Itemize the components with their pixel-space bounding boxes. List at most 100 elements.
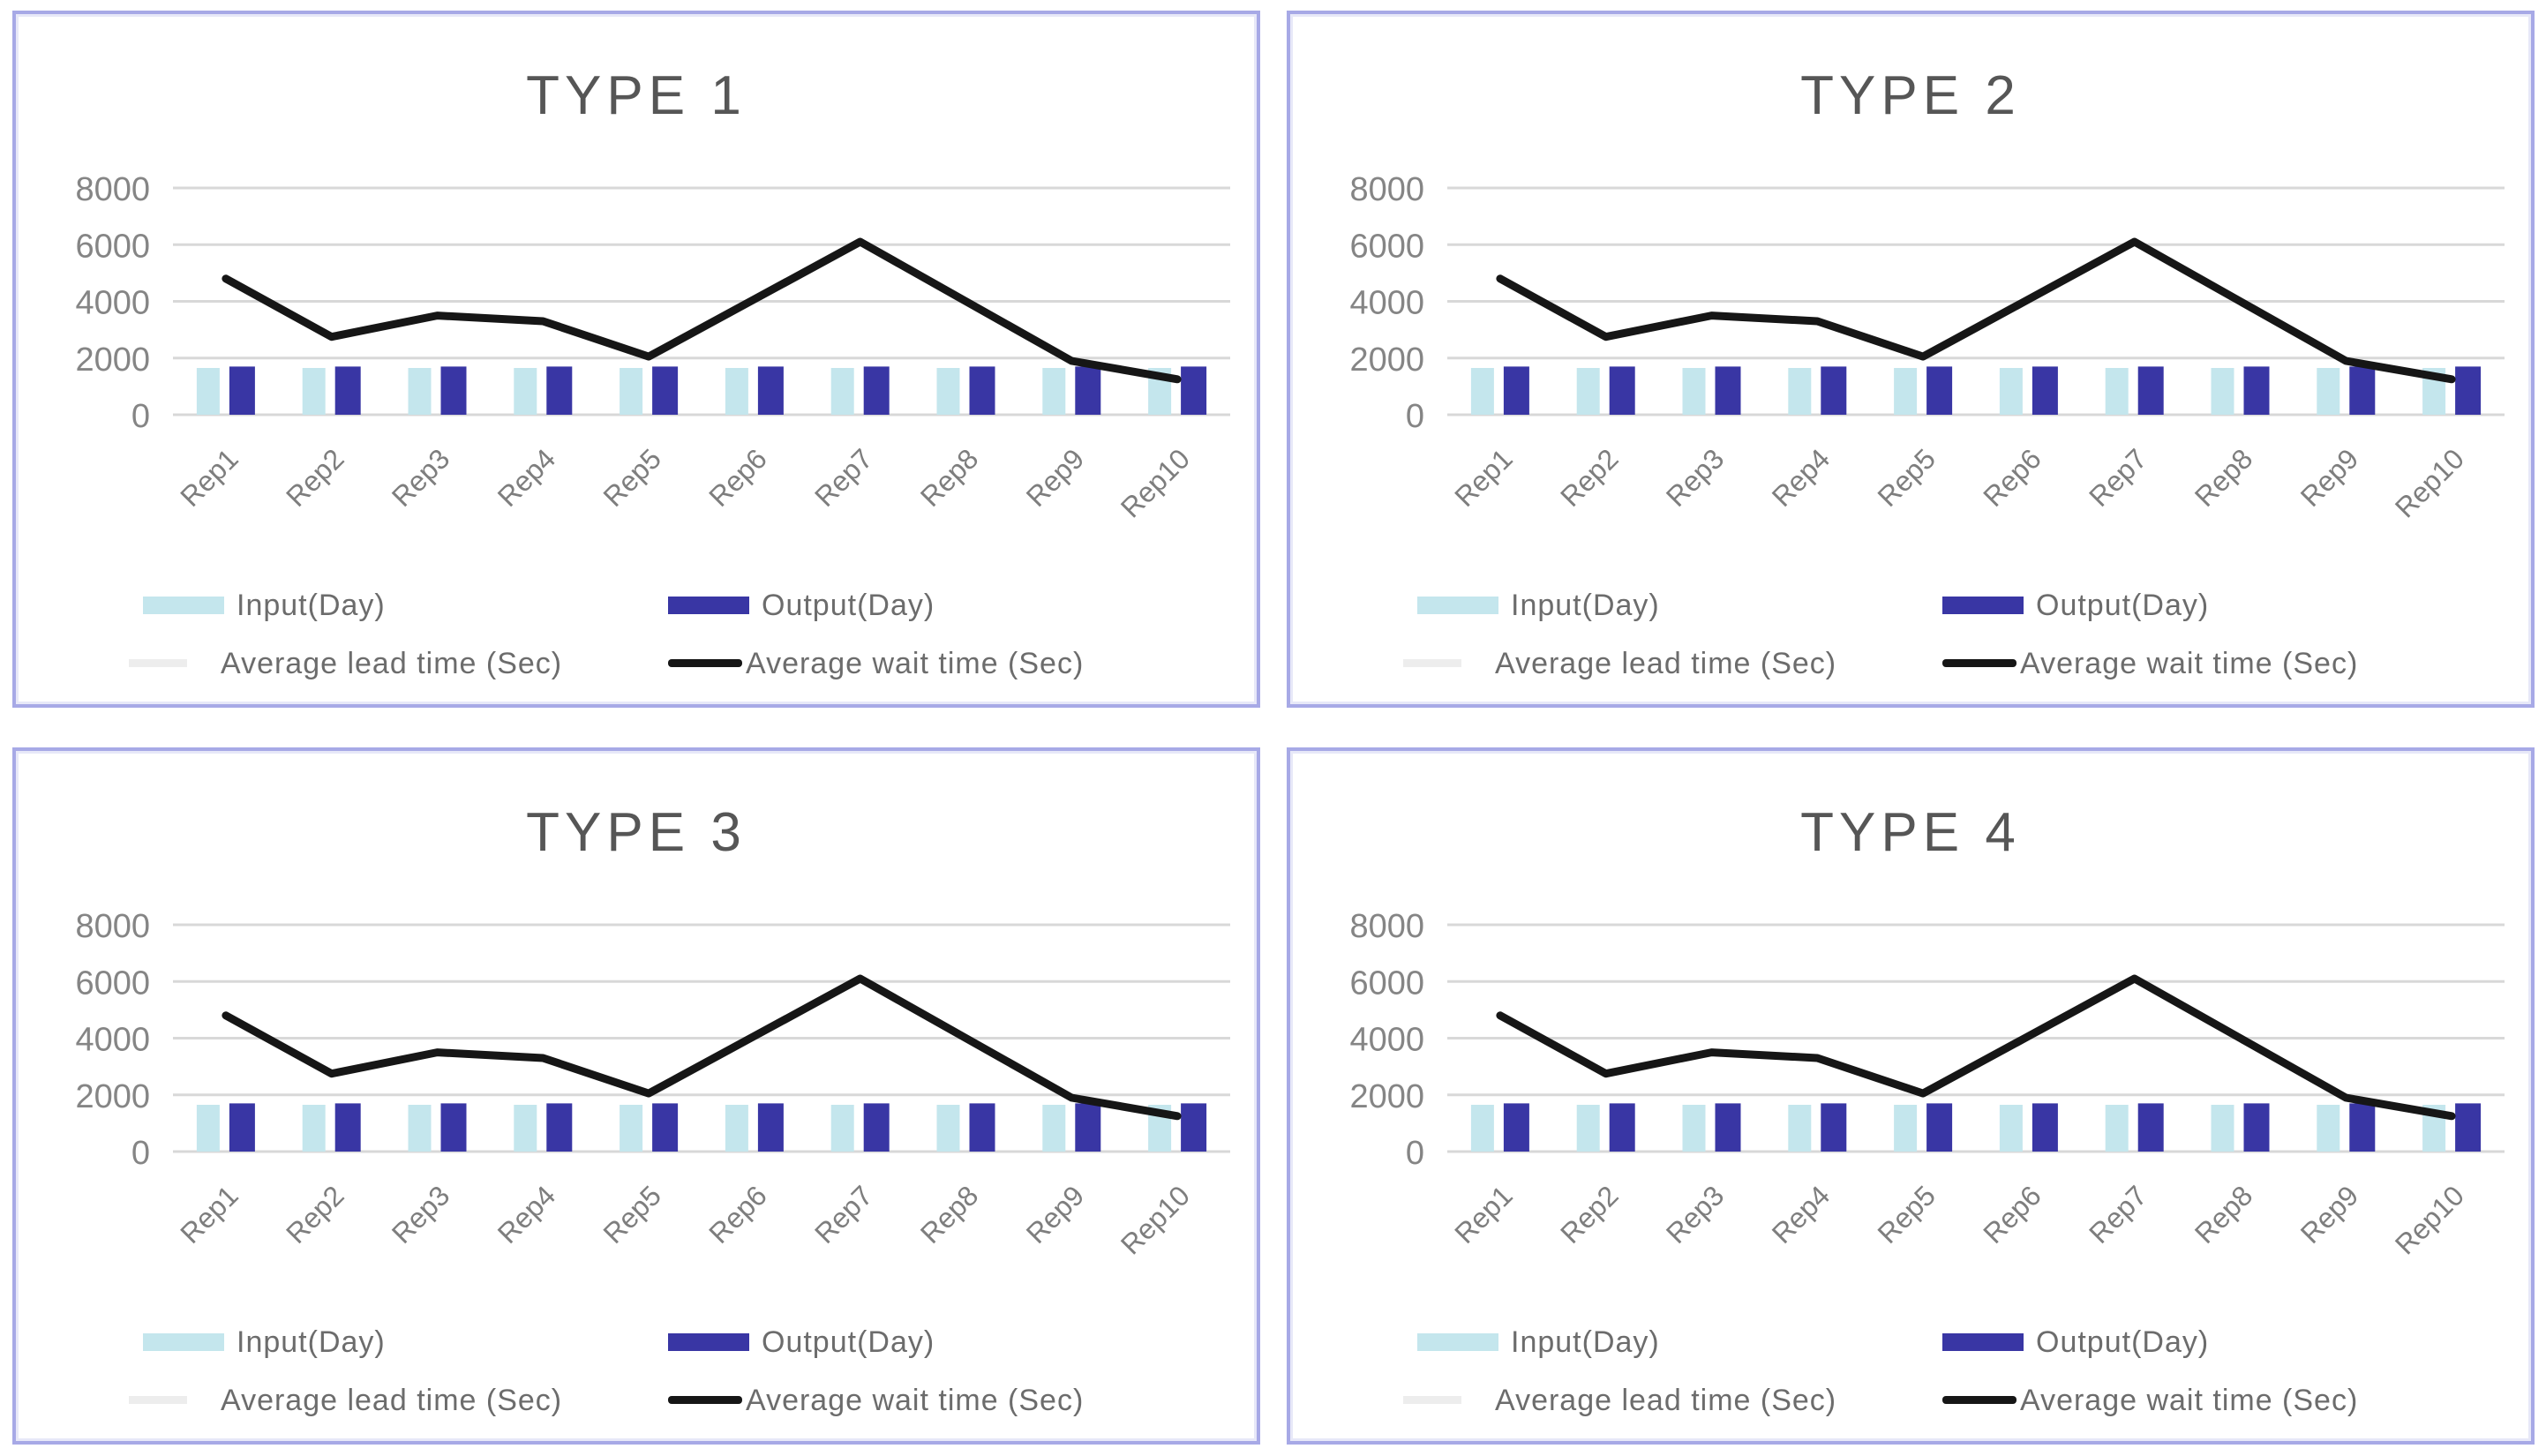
legend-label-input: Input(Day) [1511, 1325, 1660, 1359]
bar-output-Rep1 [229, 1103, 255, 1152]
legend-label-wait-time: Average wait time (Sec) [2020, 647, 2359, 680]
legend-label-wait-time: Average wait time (Sec) [746, 647, 1085, 680]
bar-input-Rep3 [1682, 1104, 1706, 1152]
x-label-Rep10: Rep10 [1115, 442, 1196, 523]
bar-output-Rep6 [757, 366, 784, 415]
y-tick-4000: 4000 [75, 1022, 150, 1059]
legend-swatch-input [143, 597, 224, 614]
bar-output-Rep4 [1821, 366, 1847, 415]
bar-output-Rep5 [1926, 366, 1953, 415]
bar-input-Rep4 [1788, 1104, 1812, 1152]
bar-output-Rep5 [652, 1103, 679, 1152]
legend-swatch-wait-time [668, 659, 742, 667]
bar-input-Rep5 [620, 367, 643, 415]
legend-swatch-input [143, 1333, 224, 1351]
bar-input-Rep9 [1042, 367, 1066, 415]
bar-input-Rep6 [725, 367, 748, 415]
bar-output-Rep3 [440, 366, 467, 415]
bar-output-Rep9 [1075, 1103, 1101, 1152]
legend-swatch-input [1417, 597, 1498, 614]
bar-input-Rep6 [725, 1104, 748, 1152]
bar-output-Rep1 [1503, 1103, 1529, 1152]
bar-input-Rep7 [830, 367, 854, 415]
legend-label-lead-time: Average lead time (Sec) [221, 647, 563, 680]
y-tick-4000: 4000 [1349, 285, 1424, 322]
bar-output-Rep5 [652, 366, 679, 415]
bar-output-Rep4 [1821, 1103, 1847, 1152]
legend-swatch-output [668, 1333, 749, 1351]
bar-output-Rep6 [2032, 366, 2058, 415]
bar-output-Rep10 [1181, 1103, 1207, 1152]
bar-output-Rep7 [863, 366, 890, 415]
bar-input-Rep2 [1576, 1104, 1600, 1152]
x-label-Rep1: Rep1 [174, 1179, 244, 1250]
bar-input-Rep1 [1470, 1104, 1494, 1152]
legend-swatch-lead-time [129, 1396, 187, 1404]
bar-input-Rep2 [1576, 367, 1600, 415]
x-label-Rep5: Rep5 [1872, 1179, 1942, 1250]
bar-output-Rep8 [969, 1103, 995, 1152]
bar-input-Rep9 [2317, 367, 2340, 415]
bar-input-Rep8 [936, 367, 960, 415]
x-label-Rep3: Rep3 [1660, 442, 1731, 513]
bar-input-Rep3 [408, 367, 432, 415]
bar-output-Rep2 [1609, 366, 1635, 415]
chart-card-type-2: TYPE 2 0 2000 4000 6000 8000 Rep1 Rep2 Rep3 Rep4… [1287, 11, 2535, 708]
y-tick-6000: 6000 [1349, 964, 1424, 1002]
bar-input-Rep9 [1042, 1104, 1066, 1152]
bar-input-Rep7 [2105, 367, 2129, 415]
bar-output-Rep4 [546, 1103, 573, 1152]
legend-swatch-output [1942, 597, 2024, 614]
x-label-Rep1: Rep1 [174, 442, 244, 513]
x-label-Rep8: Rep8 [2189, 442, 2259, 513]
x-label-Rep9: Rep9 [1020, 1179, 1091, 1250]
chart-title: TYPE 4 [1800, 802, 2021, 863]
x-label-Rep3: Rep3 [386, 1179, 456, 1250]
x-label-Rep1: Rep1 [1448, 442, 1519, 513]
bar-input-Rep1 [1470, 367, 1494, 415]
bar-output-Rep7 [2137, 366, 2164, 415]
bar-output-Rep8 [2243, 366, 2270, 415]
bar-input-Rep9 [2317, 1104, 2340, 1152]
bar-input-Rep3 [408, 1104, 432, 1152]
x-label-Rep4: Rep4 [492, 1179, 562, 1250]
legend-swatch-lead-time [1403, 1396, 1461, 1404]
x-label-Rep1: Rep1 [1448, 1179, 1519, 1250]
y-tick-2000: 2000 [1349, 341, 1424, 379]
x-label-Rep9: Rep9 [2294, 1179, 2365, 1250]
legend-label-lead-time: Average lead time (Sec) [1495, 647, 1837, 680]
y-tick-0: 0 [131, 398, 150, 435]
legend-label-output: Output(Day) [2036, 589, 2210, 622]
legend-swatch-lead-time [129, 659, 187, 667]
bar-output-Rep9 [2349, 1103, 2376, 1152]
chart-card-type-1: TYPE 1 0 2000 4000 6000 8000 Rep1 Rep2 Rep3 Rep4… [12, 11, 1260, 708]
bar-output-Rep8 [969, 366, 995, 415]
legend-swatch-wait-time [668, 1396, 742, 1404]
bar-output-Rep9 [1075, 366, 1101, 415]
legend-label-output: Output(Day) [762, 589, 935, 622]
bar-input-Rep4 [1788, 367, 1812, 415]
chart-plot-area: 0 2000 4000 6000 8000 Rep1 Rep2 Rep3 Rep4 Rep5 Rep… [75, 908, 1230, 1261]
bar-input-Rep4 [514, 367, 537, 415]
x-label-Rep5: Rep5 [597, 442, 668, 513]
x-label-Rep6: Rep6 [702, 442, 773, 513]
x-label-Rep2: Rep2 [1554, 442, 1625, 513]
bar-input-Rep6 [1999, 1104, 2023, 1152]
bar-output-Rep7 [863, 1103, 890, 1152]
bar-output-Rep6 [2032, 1103, 2058, 1152]
x-label-Rep4: Rep4 [1766, 1179, 1836, 1250]
bar-input-Rep5 [1894, 367, 1918, 415]
bar-input-Rep7 [2105, 1104, 2129, 1152]
bar-input-Rep7 [830, 1104, 854, 1152]
x-label-Rep6: Rep6 [1977, 442, 2047, 513]
bar-input-Rep2 [302, 367, 326, 415]
y-tick-4000: 4000 [75, 285, 150, 322]
y-tick-8000: 8000 [1349, 908, 1424, 945]
chart-plot-area: 0 2000 4000 6000 8000 Rep1 Rep2 Rep3 Rep4 Rep5 Rep… [1349, 171, 2505, 524]
bar-output-Rep3 [1715, 1103, 1741, 1152]
legend-label-output: Output(Day) [762, 1325, 935, 1359]
legend-label-lead-time: Average lead time (Sec) [221, 1384, 563, 1417]
bar-output-Rep3 [1715, 366, 1741, 415]
y-tick-6000: 6000 [1349, 228, 1424, 265]
